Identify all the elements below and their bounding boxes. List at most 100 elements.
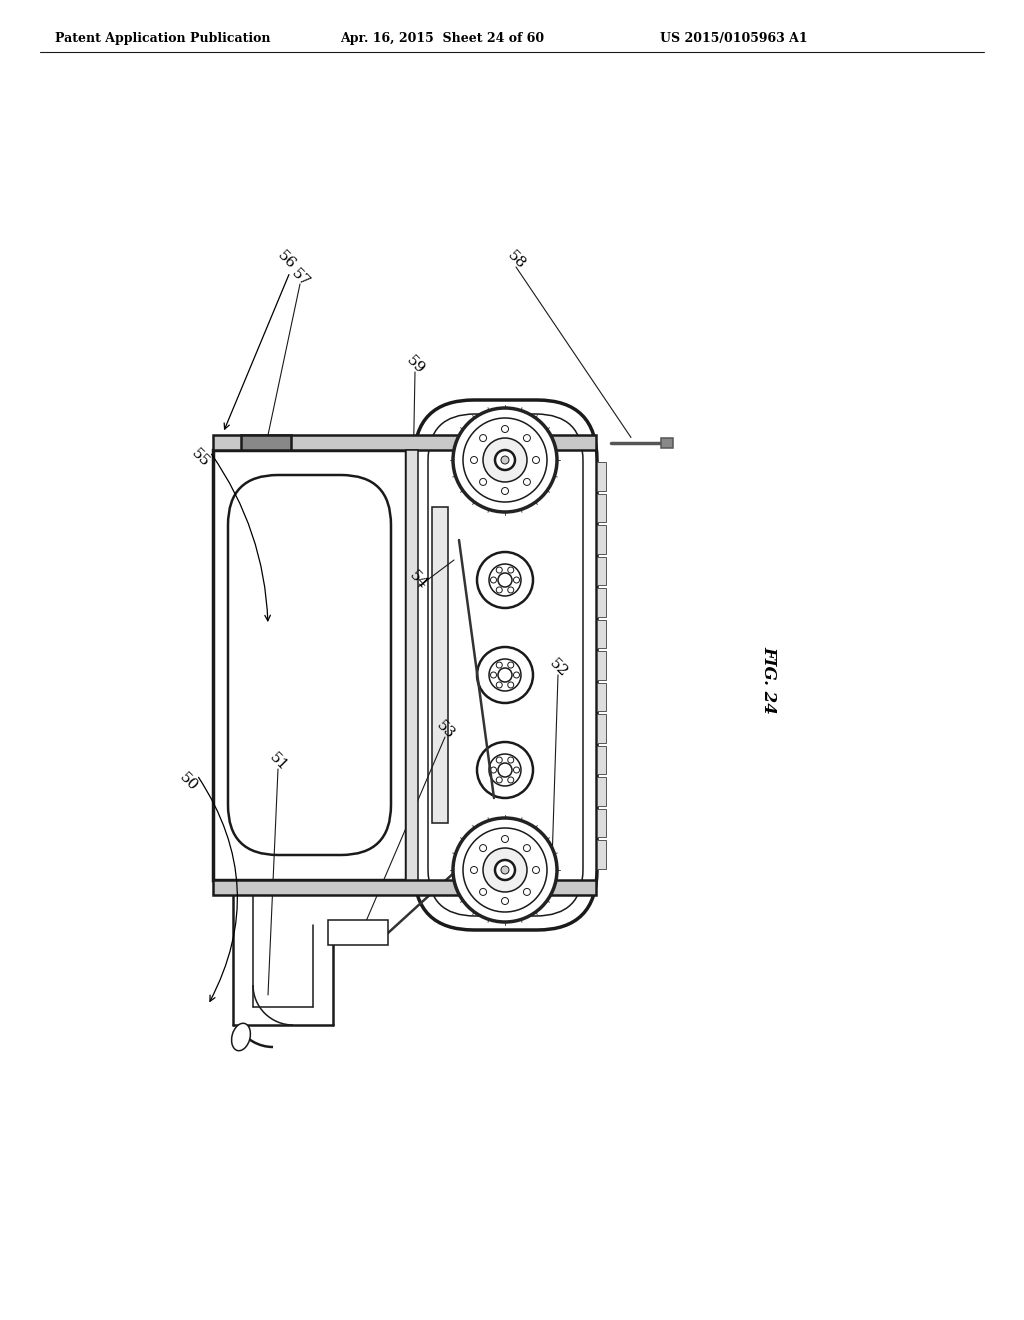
Circle shape (470, 457, 477, 463)
Text: 56: 56 (274, 248, 298, 272)
Bar (509, 816, 518, 825)
Bar (476, 818, 485, 826)
Bar (597, 494, 606, 523)
Circle shape (497, 777, 502, 783)
Bar (432, 507, 449, 822)
Bar (597, 714, 606, 743)
Text: Patent Application Publication: Patent Application Publication (55, 32, 270, 45)
Circle shape (495, 861, 515, 880)
Bar (406, 777, 414, 807)
Circle shape (453, 818, 557, 921)
Circle shape (497, 682, 502, 688)
Circle shape (477, 647, 534, 704)
Circle shape (501, 866, 509, 874)
Bar (501, 513, 509, 520)
Circle shape (489, 754, 521, 785)
Circle shape (453, 408, 557, 512)
Bar (406, 682, 414, 711)
Circle shape (513, 767, 519, 774)
Circle shape (483, 847, 527, 892)
FancyBboxPatch shape (428, 414, 583, 916)
Bar (444, 873, 450, 880)
Circle shape (508, 777, 514, 783)
Circle shape (532, 457, 540, 463)
Bar (468, 504, 477, 513)
Bar (444, 855, 453, 865)
Circle shape (508, 682, 514, 688)
Circle shape (497, 663, 502, 668)
Bar (461, 826, 471, 837)
Text: 55: 55 (188, 446, 212, 470)
Circle shape (497, 568, 502, 573)
Bar (406, 589, 414, 616)
Bar (213, 880, 596, 895)
Text: 53: 53 (433, 718, 457, 742)
Bar (543, 487, 552, 496)
Text: 52: 52 (546, 656, 569, 680)
Circle shape (502, 425, 509, 433)
Text: 51: 51 (266, 750, 290, 774)
Text: 57: 57 (288, 267, 311, 290)
Bar (597, 809, 606, 837)
Circle shape (513, 577, 519, 583)
Bar (597, 462, 606, 491)
Circle shape (477, 742, 534, 799)
Bar (597, 777, 606, 807)
Bar (662, 437, 673, 447)
Circle shape (508, 663, 514, 668)
Circle shape (497, 587, 502, 593)
Circle shape (479, 888, 486, 895)
Bar (328, 920, 388, 945)
Circle shape (479, 845, 486, 851)
Bar (406, 714, 414, 743)
Bar (552, 455, 558, 463)
FancyBboxPatch shape (228, 475, 391, 855)
Bar (597, 651, 606, 680)
Bar (455, 492, 465, 503)
Bar (483, 512, 493, 520)
Circle shape (490, 767, 497, 774)
Circle shape (479, 434, 486, 442)
Bar (597, 841, 606, 869)
Circle shape (502, 487, 509, 495)
Circle shape (490, 577, 497, 583)
Bar (213, 450, 406, 880)
Circle shape (490, 672, 497, 678)
Bar (524, 822, 535, 832)
Bar (547, 847, 555, 857)
Circle shape (498, 668, 512, 682)
FancyBboxPatch shape (414, 400, 597, 931)
Text: 50: 50 (176, 770, 200, 793)
Circle shape (523, 888, 530, 895)
Circle shape (501, 455, 509, 465)
Circle shape (498, 573, 512, 587)
Circle shape (463, 418, 547, 502)
Bar (406, 746, 414, 775)
Bar (597, 557, 606, 585)
Circle shape (498, 763, 512, 777)
Bar (531, 499, 541, 510)
Bar (406, 619, 414, 648)
Ellipse shape (231, 1023, 251, 1051)
Circle shape (523, 845, 530, 851)
Circle shape (513, 672, 519, 678)
Circle shape (508, 568, 514, 573)
Bar (451, 840, 460, 850)
Circle shape (508, 758, 514, 763)
Bar (241, 436, 291, 450)
Circle shape (523, 478, 530, 486)
Bar (406, 494, 414, 523)
Circle shape (502, 836, 509, 842)
Text: 59: 59 (403, 354, 427, 376)
Bar (446, 479, 455, 488)
Circle shape (463, 828, 547, 912)
Bar (406, 809, 414, 837)
Text: 58: 58 (504, 248, 527, 272)
Bar (444, 463, 450, 471)
Circle shape (489, 659, 521, 690)
Bar (406, 557, 414, 585)
Circle shape (470, 866, 477, 874)
Circle shape (477, 552, 534, 609)
Circle shape (479, 478, 486, 486)
Bar (406, 450, 418, 880)
